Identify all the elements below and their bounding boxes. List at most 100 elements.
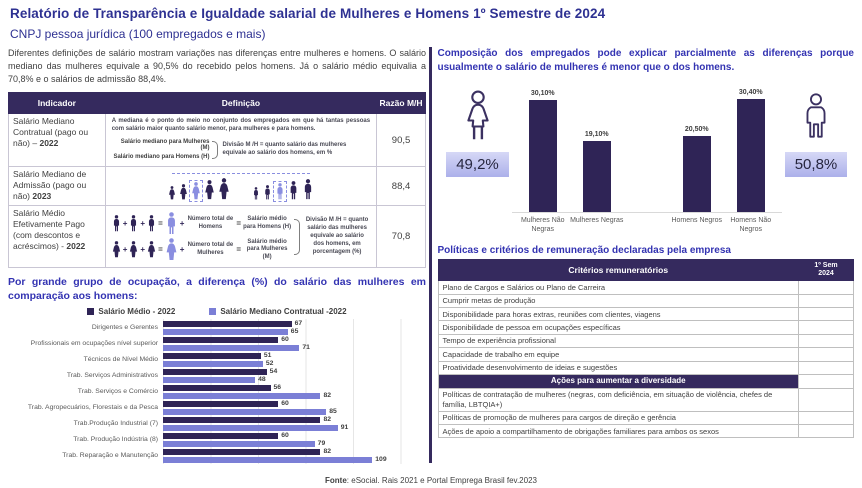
diversity-action-label: Políticas de promoção de mulheres para c… [437,410,799,426]
indicator-label: Salário Mediano Contratual (pago ou não)… [8,113,106,168]
criteria-row: Plano de Cargos e Salários ou Plano de C… [437,280,854,295]
occupation-chart-row: Trab.Produção Industrial (7) 82 91 [8,415,426,433]
occupation-bar-line: 65 [163,328,415,335]
occupation-bar-value: 65 [290,328,299,336]
occupation-bars-area: 56 82 [163,383,415,401]
plus-sign: + [122,219,128,229]
composition-plot-area: 30,10% 19,10% 20,50% 30,40% Mulheres Não Ne… [511,80,782,235]
criteria-value-cell [798,373,854,389]
criteria-label: Tempo de experiência profissional [437,333,799,349]
page-title: Relatório de Transparência e Igualdade s… [10,6,606,21]
total-women-label: Número total de Mulheres [187,242,234,256]
criteria-label: Capacidade de trabalho em equipe [437,347,799,362]
composition-bar-column: 30,10% [516,90,570,212]
mean-salary-men-label: Salário médio para Homens (H) [243,216,292,230]
composition-bar-column: 19,10% [570,131,624,212]
mean-ratio-note: Divisão M /H = quanto salário das mulher… [305,217,369,255]
formula-line-women: + + = + Número total de Mulheres = Salár… [112,238,291,261]
occupation-bar [163,360,263,367]
table-row-salario-mediano-contratual: Salário Mediano Contratual (pago ou não)… [8,113,426,168]
occupation-chart-row: Dirigentes e Gerentes 67 65 [8,319,426,337]
criteria-label: Disponibilidade de pessoa em ocupações e… [437,320,799,335]
occupation-bar-value: 79 [317,440,326,448]
occupation-bar-line: 48 [163,376,415,383]
criteria-value-cell [798,293,854,309]
occupation-category-label: Trab. Serviços e Comércio [77,388,158,396]
composition-bar [736,99,765,212]
occupation-bar-value: 56 [273,384,282,392]
period-line1: 1º Sem [814,261,838,269]
criteria-row: Disponibilidade de pessoa em ocupações e… [437,320,854,335]
occupation-bar [163,424,338,431]
occupation-category-label: Trab.Produção Industrial (7) [73,420,158,428]
criteria-rows: Plano de Cargos e Salários ou Plano de C… [437,280,854,375]
formula-line-men: + + = + Número total de Homens = Salário… [112,212,291,235]
occupation-bar-value: 60 [281,432,289,440]
occupation-bar-line: 91 [163,424,415,431]
brace-shape [294,218,301,255]
occupation-chart-row: Trab. Produção Indústria (8) 60 79 [8,431,426,449]
criteria-value-cell [798,424,854,439]
occupation-bar-line: 79 [163,440,415,447]
indicator-table-header-row: Indicador Definição Razão M/H [8,92,426,115]
source-text: : eSocial. Rais 2021 e Portal Emprega Br… [346,476,537,485]
salary-definitions-intro: Diferentes definições de salário mostram… [8,48,426,85]
criteria-label: Plano de Cargos e Salários ou Plano de C… [437,280,799,295]
criteria-table-header-row: Critérios remuneratórios 1º Sem 2024 [437,258,854,282]
occupation-bar-value: 91 [340,424,349,432]
diversity-action-label: Ações de apoio a compartilhamento de obr… [437,424,799,439]
criteria-value-cell [798,333,854,349]
formula-lines: + + = + Número total de Homens = Salário… [112,209,291,264]
occupation-bar-line: 51 [163,352,415,359]
policies-heading: Políticas e critérios de remuneração dec… [437,244,731,256]
right-column: Composição dos empregados pode explicar … [436,45,854,464]
median-men-line: Salário mediano para Homens (H) [113,154,210,161]
occupation-bars-area: 67 65 [163,319,415,337]
column-header-indicador: Indicador [8,92,106,115]
man-icon [806,93,826,138]
diversity-action-label: Políticas de contratação de mulheres (ne… [437,387,799,412]
ratio-value: 90,5 [376,113,426,168]
indicator-year: 2023 [32,191,52,202]
median-women-line: Salário mediano para Mulheres (M) [120,139,210,152]
median-person-highlight [272,181,287,203]
plus-sign: + [140,219,146,229]
occupation-category-label: Trab. Agropecuários, Florestais e da Pes… [27,404,158,412]
person-icon [147,215,156,232]
diversity-subheader: Ações para aumentar a diversidade [437,373,799,389]
legend-swatch [209,307,217,315]
definition-cell: A mediana é o ponto do meio no conjunto … [104,113,378,168]
column-header-definicao: Definição [104,92,378,115]
plus-sign: + [140,245,146,255]
women-share-badge: 49,2% [446,152,509,177]
composition-bar [528,100,557,212]
indicator-label: Salário Médio Efetivamente Pago (com des… [8,205,106,269]
occupation-bars-area: 51 52 [163,351,415,369]
occupation-bar [163,368,267,375]
column-header-periodo: 1º Sem 2024 [798,258,854,282]
occupation-chart-row: Técnicos de Nível Médio 51 52 [8,351,426,369]
person-icon [112,215,121,232]
occupation-bar [163,320,292,327]
occupation-bar-line: 60 [163,336,415,343]
composition-category-label: Mulheres Não Negras [520,217,565,233]
person-icon [302,179,314,200]
composition-bar-column: 20,50% [670,126,724,212]
occupation-bar-value: 109 [375,456,387,464]
occupation-bar-value: 60 [281,400,289,408]
occupation-bars-area: 54 48 [163,367,415,385]
indicator-year: 2022 [39,138,59,149]
criteria-value-cell [798,410,854,426]
occupation-bars-area: 60 71 [163,335,415,353]
indicator-text: Salário Mediano de Admissão (pago ou não… [13,169,87,202]
person-icon [129,215,138,232]
occupation-bar-value: 54 [269,368,278,376]
mean-salary-women-label: Salário médio para Mulheres (M) [246,238,288,260]
person-icon [263,185,272,200]
occupation-bar-line: 56 [163,384,415,391]
ratio-value: 70,8 [376,205,426,269]
occupation-category-label: Dirigentes e Gerentes [91,324,158,332]
occupation-bar-value: 60 [281,336,289,344]
woman-icon [466,90,489,140]
